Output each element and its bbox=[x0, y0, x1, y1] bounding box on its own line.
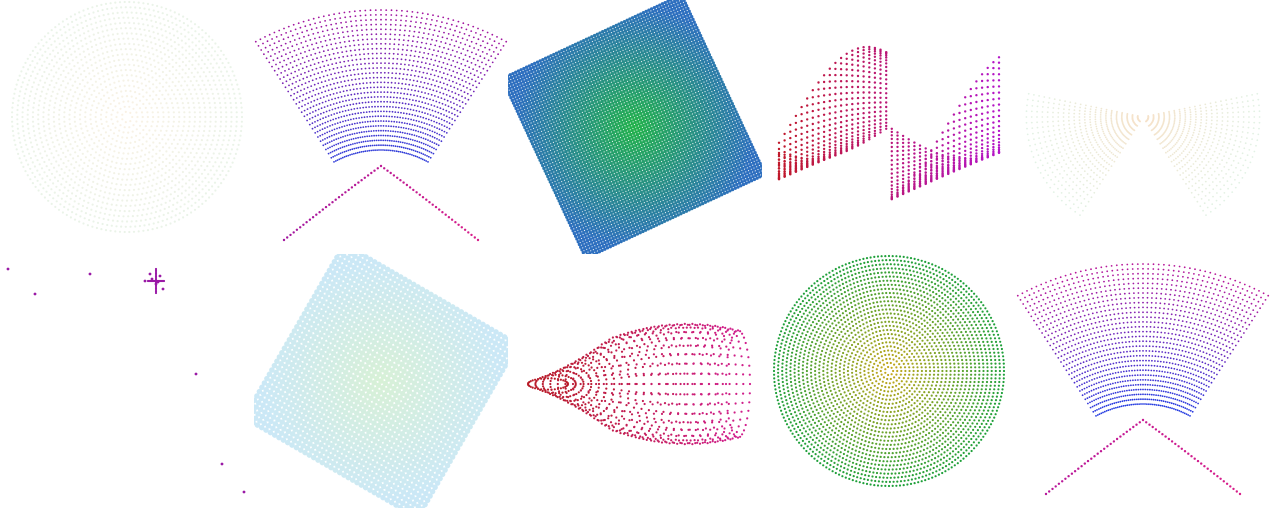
tile-scattered-points bbox=[0, 254, 254, 508]
tile-disc-cream-points bbox=[10, 0, 244, 234]
tile-twisted-sheet-points bbox=[777, 45, 1001, 201]
tile-fan-magenta-blue-plot bbox=[1016, 263, 1270, 496]
tile-square-teal-points bbox=[508, 0, 762, 254]
tile-square-pale-cyan-points bbox=[254, 254, 508, 508]
tile-bowtie-pale-plot bbox=[1025, 92, 1261, 217]
tile-square-teal bbox=[508, 0, 762, 254]
tile-disc-cream-plot bbox=[10, 0, 244, 234]
tile-scattered-points-plot bbox=[6, 267, 246, 494]
tile-horn-cone-plot bbox=[526, 322, 752, 446]
tile-twisted-sheet bbox=[762, 0, 1016, 254]
tile-bowtie-pale bbox=[1016, 0, 1270, 254]
tile-disc-yellow-green-points bbox=[772, 254, 1006, 488]
tile-fan-magenta-blue-points bbox=[1016, 263, 1270, 496]
tile-square-pale-cyan-plot bbox=[254, 254, 508, 508]
tile-fan-hyperbola-plot bbox=[254, 9, 508, 242]
tile-fan-magenta-blue bbox=[1016, 254, 1270, 508]
tile-square-teal-plot bbox=[508, 0, 762, 254]
tile-twisted-sheet-plot bbox=[777, 45, 1001, 201]
tile-square-pale-cyan bbox=[254, 254, 508, 508]
tile-fan-hyperbola-points bbox=[254, 9, 508, 242]
tile-scattered-points-points bbox=[6, 267, 246, 494]
tile-fan-hyperbola bbox=[254, 0, 508, 254]
tile-disc-cream bbox=[0, 0, 254, 254]
tile-disc-yellow-green bbox=[762, 254, 1016, 508]
tile-bowtie-pale-points bbox=[1025, 92, 1261, 217]
tile-disc-yellow-green-plot bbox=[772, 254, 1006, 488]
tile-horn-cone-points bbox=[526, 322, 752, 446]
tile-horn-cone bbox=[508, 254, 762, 508]
